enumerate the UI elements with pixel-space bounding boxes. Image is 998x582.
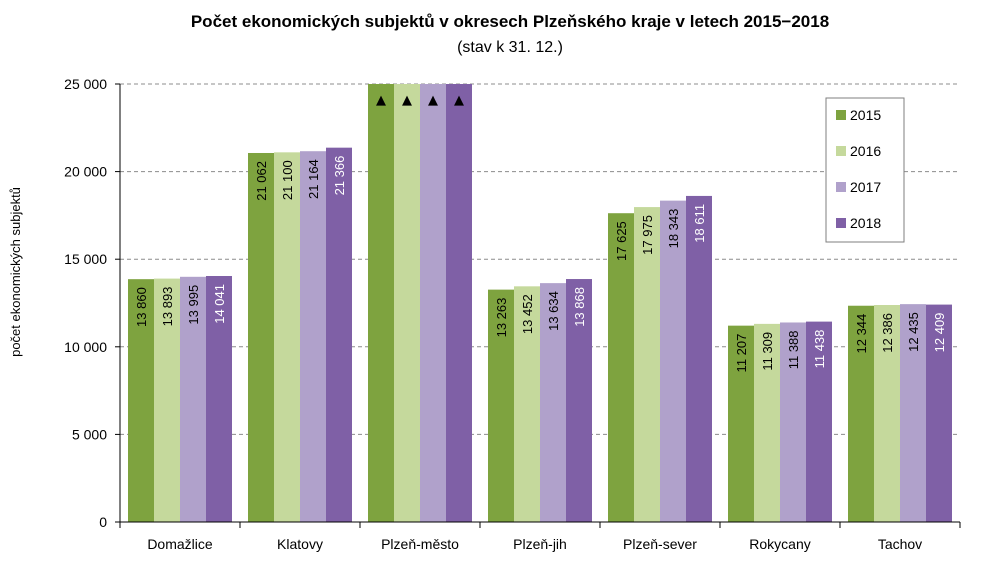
y-tick-label: 20 000 <box>64 164 107 180</box>
legend-swatch-2015 <box>836 110 846 120</box>
bar-tachov-2017 <box>900 304 926 522</box>
bar-rokycany-2016 <box>754 323 780 522</box>
data-label: 11 388 <box>786 330 801 369</box>
data-label: 18 343 <box>666 209 681 249</box>
bar-doma-lice-2018 <box>206 276 232 522</box>
bar-doma-lice-2015 <box>128 279 154 522</box>
bars <box>128 84 952 523</box>
bar-plze-m-sto-2017 <box>420 84 446 522</box>
legend-label-2016: 2016 <box>850 143 881 159</box>
overflow-marker: ▲ <box>454 93 464 108</box>
category-label: Plzeň-město <box>381 536 459 552</box>
data-label: 21 366 <box>332 156 347 196</box>
legend-label-2017: 2017 <box>850 179 881 195</box>
bar-doma-lice-2017 <box>180 276 206 522</box>
overflow-marker: ▲ <box>428 93 438 108</box>
bar-plze-m-sto-2015 <box>368 84 394 522</box>
bar-klatovy-2017 <box>300 151 326 522</box>
bar-klatovy-2015 <box>248 152 274 522</box>
data-label: 12 409 <box>932 313 947 353</box>
legend-label-2018: 2018 <box>850 215 881 231</box>
data-label: 21 164 <box>306 159 321 199</box>
data-label: 14 041 <box>212 284 227 324</box>
legend-swatch-2018 <box>836 218 846 228</box>
bar-plze-sever-2016 <box>634 207 660 522</box>
y-tick-label: 0 <box>99 514 107 530</box>
y-tick-label: 5 000 <box>72 426 107 442</box>
category-label: Plzeň-jih <box>513 536 567 552</box>
bar-rokycany-2015 <box>728 325 754 522</box>
category-label: Tachov <box>878 536 922 552</box>
category-label: Rokycany <box>749 536 810 552</box>
data-label: 12 386 <box>880 313 895 353</box>
legend-swatch-2016 <box>836 146 846 156</box>
bar-plze-sever-2018 <box>686 195 712 522</box>
bar-klatovy-2016 <box>274 152 300 522</box>
data-label: 17 625 <box>614 221 629 261</box>
y-tick-label: 25 000 <box>64 76 107 92</box>
data-label: 18 611 <box>692 204 707 243</box>
bar-plze-jih-2015 <box>488 289 514 522</box>
data-label: 13 452 <box>520 294 535 334</box>
y-axis-label: počet ekonomických subjektů <box>8 187 23 357</box>
chart-subtitle: (stav k 31. 12.) <box>457 39 563 56</box>
legend-label-2015: 2015 <box>850 107 881 123</box>
data-label: 21 100 <box>280 160 295 200</box>
bar-tachov-2015 <box>848 305 874 522</box>
data-label: 11 207 <box>734 334 749 373</box>
overflow-marker: ▲ <box>376 93 386 108</box>
data-label: 12 435 <box>906 312 921 352</box>
category-label: Klatovy <box>277 536 323 552</box>
data-label: 11 438 <box>812 330 827 369</box>
bar-plze-m-sto-2016 <box>394 84 420 522</box>
data-label: 21 062 <box>254 161 269 201</box>
data-label: 12 344 <box>854 314 869 354</box>
x-axis-category-labels: Domažlice Klatovy Plzeň-město Plzeň-jih Plze… <box>147 536 922 552</box>
bar-tachov-2018 <box>926 304 952 522</box>
data-label: 13 893 <box>160 287 175 327</box>
y-tick-label: 15 000 <box>64 251 107 267</box>
bar-rokycany-2018 <box>806 321 832 522</box>
data-label: 13 860 <box>134 287 149 327</box>
data-label: 13 995 <box>186 285 201 325</box>
bar-plze-sever-2017 <box>660 200 686 522</box>
y-tick-label: 10 000 <box>64 339 107 355</box>
legend: 2015 2016 2017 2018 <box>825 97 905 243</box>
axes <box>119 84 961 528</box>
bar-rokycany-2017 <box>780 322 806 522</box>
category-label: Domažlice <box>147 536 213 552</box>
bar-plze-sever-2015 <box>608 213 634 522</box>
data-label: 17 975 <box>640 215 655 255</box>
legend-swatch-2017 <box>836 182 846 192</box>
category-label: Plzeň-sever <box>623 536 697 552</box>
bar-plze-jih-2018 <box>566 279 592 522</box>
data-label: 13 634 <box>546 291 561 331</box>
overflow-markers: ▲ ▲ ▲ ▲ <box>376 93 464 108</box>
bar-plze-jih-2017 <box>540 283 566 522</box>
data-label: 13 263 <box>494 298 509 338</box>
bar-doma-lice-2016 <box>154 278 180 522</box>
chart-title: Počet ekonomických subjektů v okresech P… <box>191 12 829 31</box>
y-axis-ticks: 0 5 000 10 000 15 000 20 000 25 000 <box>64 76 120 530</box>
bar-plze-m-sto-2018 <box>446 84 472 522</box>
data-labels: 13 860 13 893 13 995 14 041 21 062 21 100 21 1… <box>134 156 947 373</box>
bar-klatovy-2018 <box>326 147 352 523</box>
overflow-marker: ▲ <box>402 93 412 108</box>
bar-tachov-2016 <box>874 304 900 522</box>
data-label: 11 309 <box>760 332 775 371</box>
data-label: 13 868 <box>572 287 587 327</box>
bar-plze-jih-2016 <box>514 286 540 522</box>
